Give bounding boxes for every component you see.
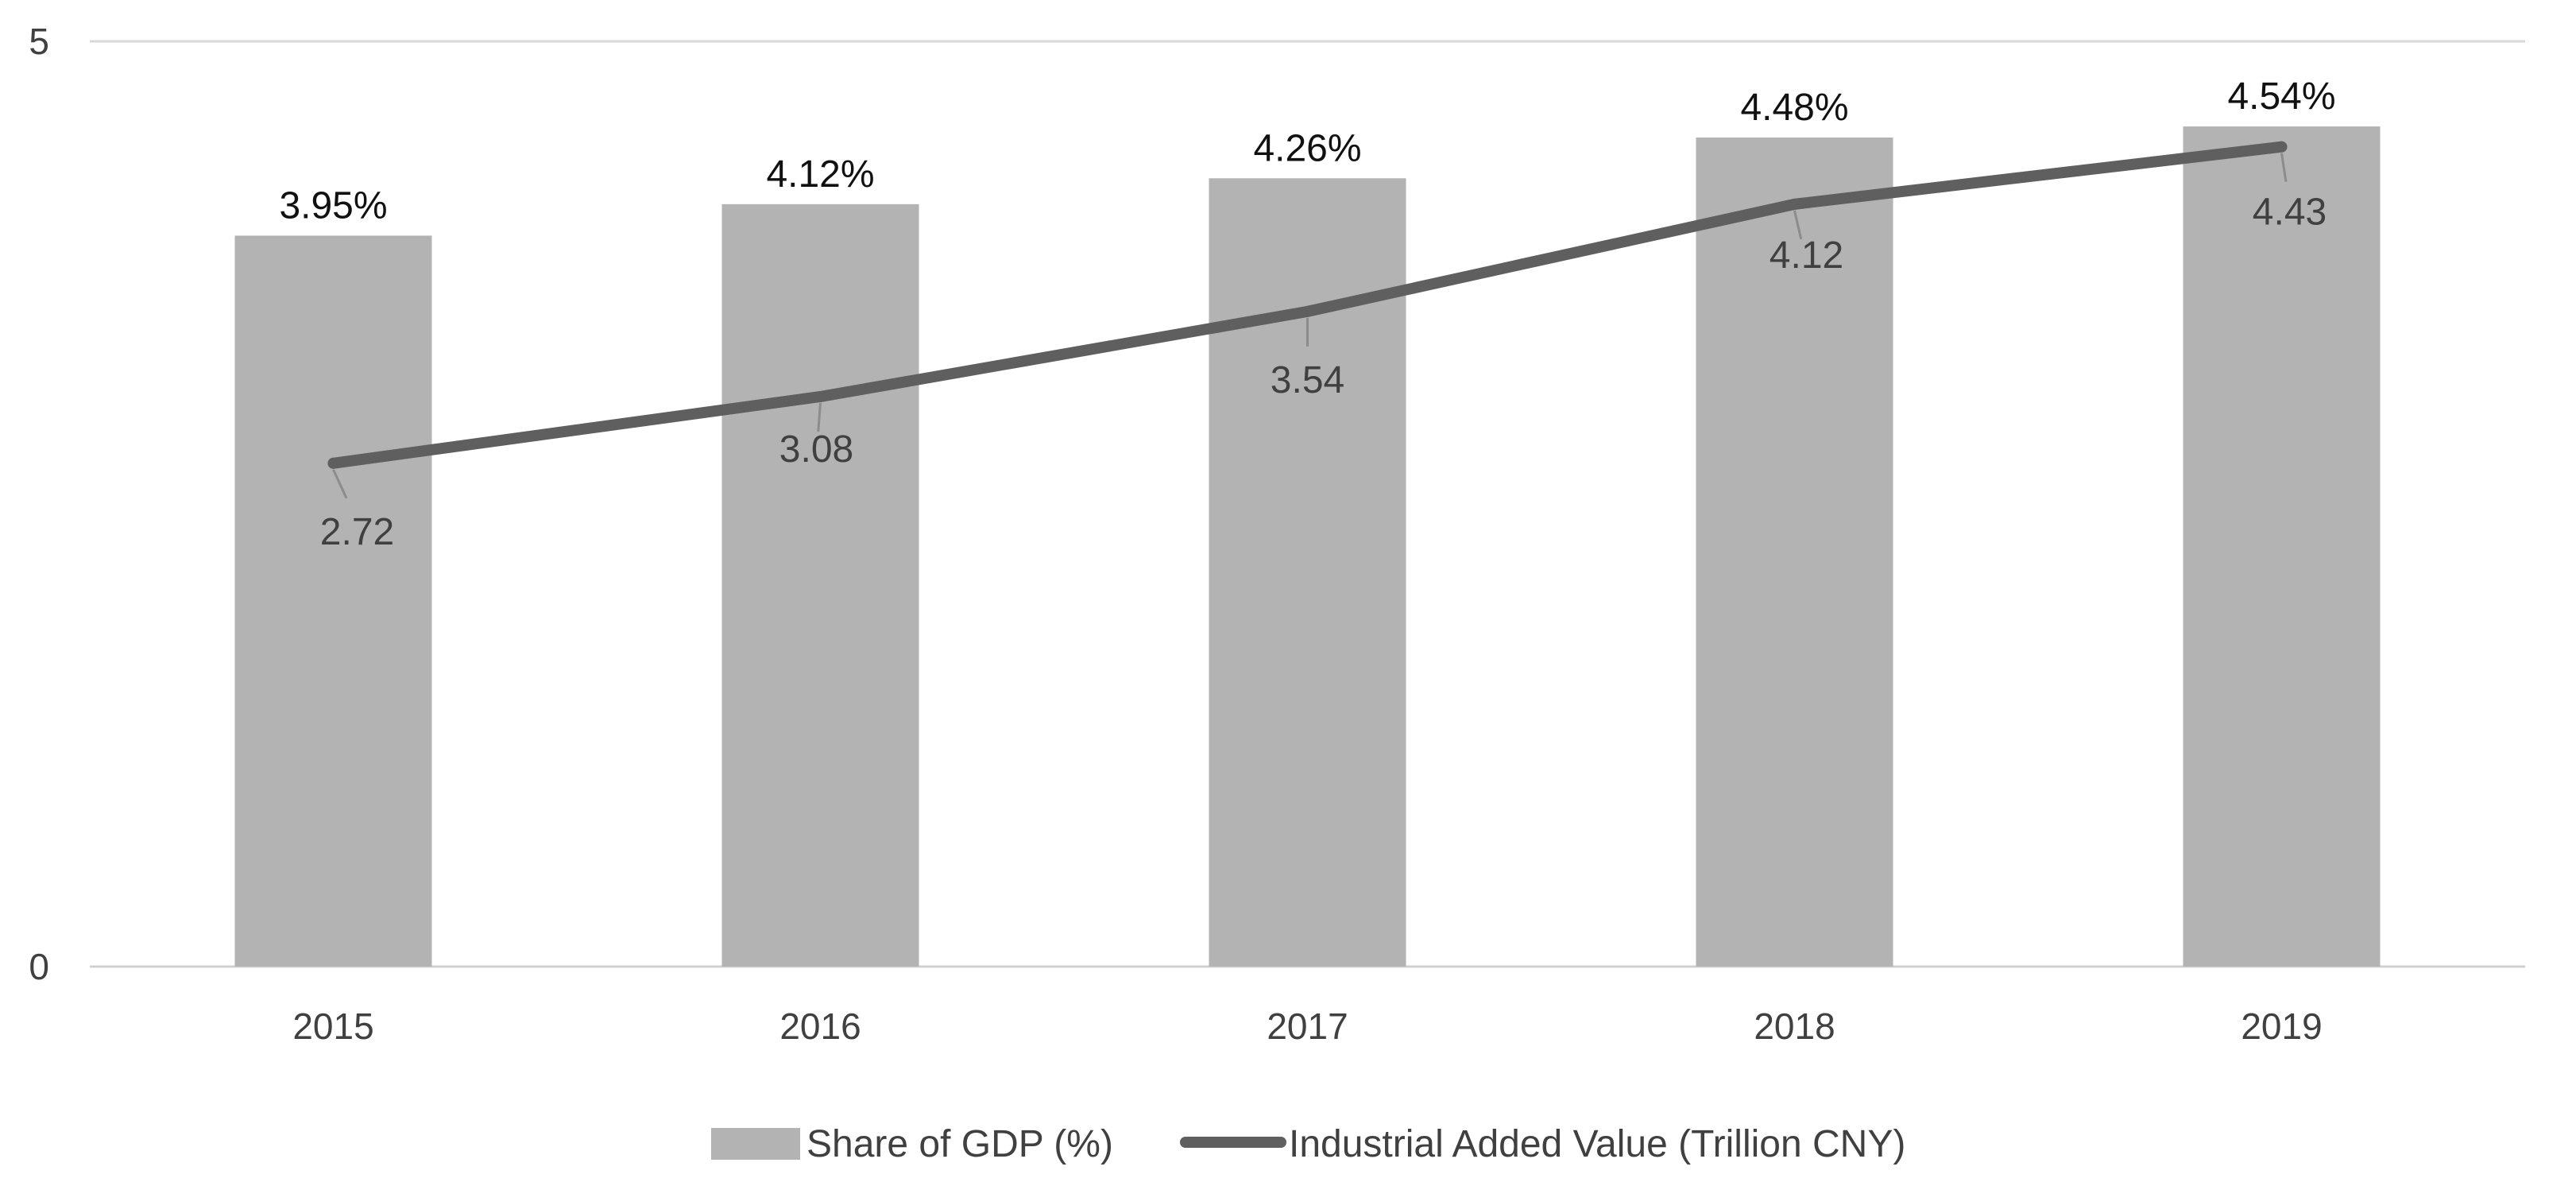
line-point — [814, 390, 826, 402]
line-point — [1789, 198, 1800, 210]
y-tick-label: 0 — [29, 946, 49, 987]
bar-series — [234, 126, 2381, 967]
line-label-leader — [332, 469, 348, 499]
bar-share-of-gdp — [234, 235, 432, 967]
line-point — [2276, 141, 2288, 153]
bar-data-label: 3.95% — [279, 184, 387, 227]
legend: Share of GDP (%) Industrial Added Value … — [711, 1123, 1905, 1165]
bar-data-label: 4.26% — [1253, 127, 1361, 169]
line-label-leader — [817, 402, 822, 432]
bar-share-of-gdp — [721, 203, 919, 967]
x-tick-label: 2016 — [779, 1006, 861, 1047]
bar-data-label: 4.12% — [766, 153, 874, 196]
legend-label-share-of-gdp: Share of GDP (%) — [806, 1123, 1113, 1165]
x-axis: 2015 2016 2017 2018 2019 — [292, 1006, 2322, 1047]
x-tick-label: 2017 — [1267, 1006, 1348, 1047]
line-label-leader — [2280, 153, 2288, 182]
line-data-label: 4.12 — [1770, 234, 1843, 277]
x-tick-label: 2018 — [1754, 1006, 1835, 1047]
line-point — [327, 457, 339, 469]
data-labels: 3.95% 4.12% 4.26% 4.48% 4.54% 2.72 3.08 3.54 4.1… — [279, 76, 2335, 553]
line-point — [1302, 305, 1313, 317]
line-data-label: 2.72 — [320, 511, 394, 553]
bar-data-label: 4.48% — [1740, 87, 1848, 129]
bar-data-label: 4.54% — [2227, 76, 2335, 118]
line-data-label: 4.43 — [2253, 192, 2327, 234]
x-tick-label: 2019 — [2241, 1006, 2322, 1047]
line-data-label: 3.54 — [1271, 359, 1344, 401]
line-label-leader — [1793, 210, 1803, 240]
legend-swatch-share-of-gdp — [711, 1128, 800, 1160]
y-axis: 05 — [29, 21, 49, 987]
line-series — [327, 141, 2288, 469]
y-tick-label: 5 — [29, 21, 49, 62]
line-data-label: 3.08 — [779, 428, 853, 471]
x-tick-label: 2015 — [292, 1006, 373, 1047]
legend-label-industrial-added-value: Industrial Added Value (Trillion CNY) — [1289, 1123, 1905, 1165]
bar-share-of-gdp — [1696, 138, 1893, 967]
bar-share-of-gdp — [2183, 126, 2381, 967]
